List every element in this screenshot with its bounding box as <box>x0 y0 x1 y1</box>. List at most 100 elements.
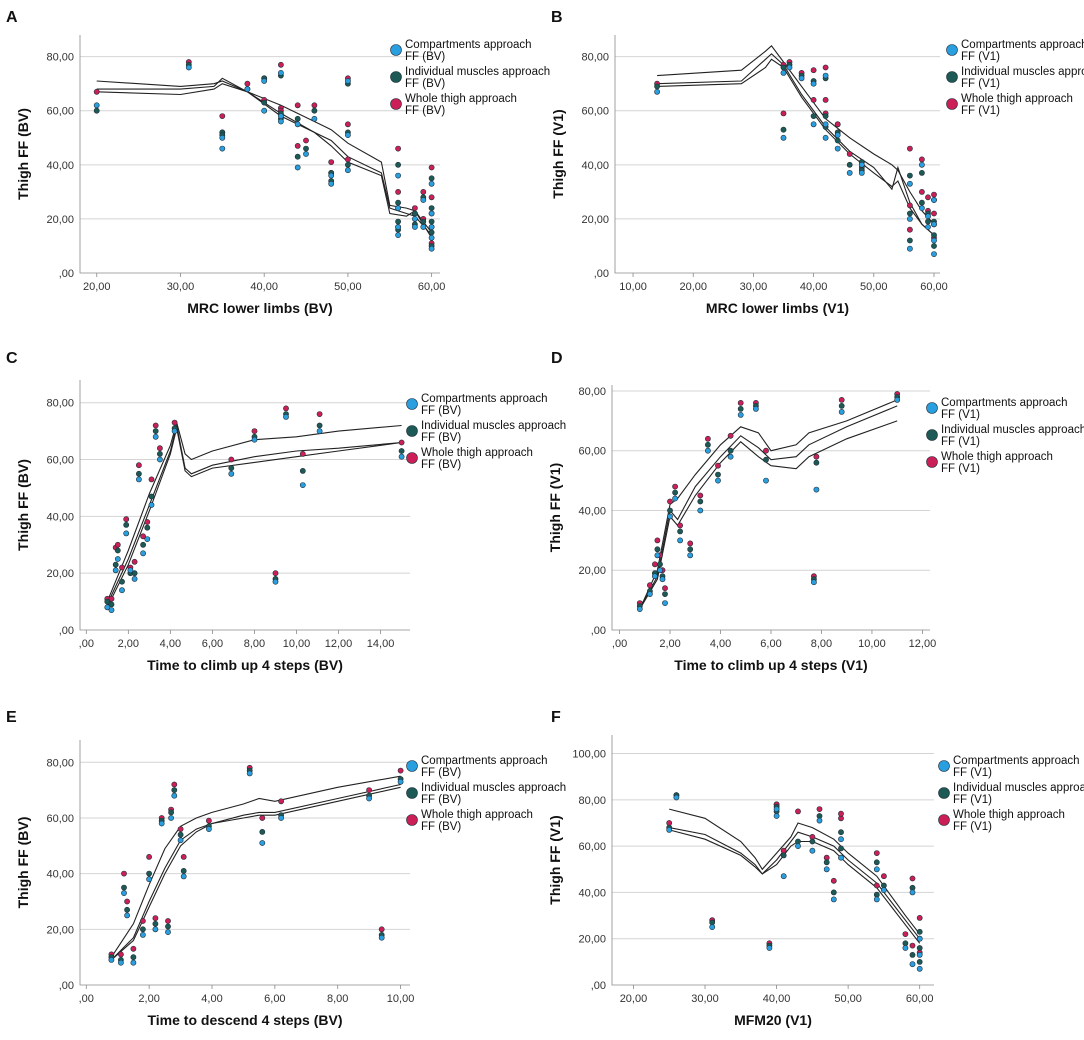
x-tick-label: ,00 <box>79 993 94 1005</box>
legend-marker <box>406 425 418 437</box>
data-point-whole-thigh <box>795 808 801 815</box>
y-tick-label: ,00 <box>591 625 606 637</box>
data-point-compartments <box>667 513 673 520</box>
data-point-whole-thigh <box>311 102 318 109</box>
legend-label: Compartments approach FF (BV) <box>405 39 532 63</box>
data-point-compartments <box>411 215 418 222</box>
data-point-compartments <box>428 245 435 252</box>
legend-marker <box>938 787 950 799</box>
legend: Compartments approach FF (BV) Individual m… <box>390 39 550 117</box>
data-point-compartments <box>846 169 853 176</box>
data-point-compartments <box>931 197 937 203</box>
y-tick-label: 60,00 <box>46 455 74 467</box>
data-point-individual-muscles <box>123 522 130 528</box>
data-point-individual-muscles <box>822 113 829 119</box>
y-tick-label: 60,00 <box>581 106 609 118</box>
data-point-individual-muscles <box>259 829 266 835</box>
y-tick-label: ,00 <box>594 268 609 280</box>
data-point-compartments <box>838 408 845 415</box>
data-point-individual-muscles <box>121 884 127 891</box>
data-point-whole-thigh <box>925 194 931 201</box>
data-point-compartments <box>766 945 773 951</box>
data-point-compartments <box>822 134 829 141</box>
y-tick-label: 60,00 <box>46 106 74 118</box>
data-point-compartments <box>123 530 130 537</box>
x-tick-label: 40,00 <box>250 281 278 293</box>
x-tick-label: 10,00 <box>387 993 415 1005</box>
data-point-compartments <box>881 887 887 893</box>
data-point-individual-muscles <box>925 218 931 225</box>
x-tick-label: 10,00 <box>619 281 647 293</box>
y-tick-label: 60,00 <box>578 841 606 853</box>
data-point-compartments <box>822 72 829 79</box>
data-point-whole-thigh <box>118 951 124 958</box>
x-axis-title: MRC lower limbs (BV) <box>187 300 332 316</box>
data-point-individual-muscles <box>395 199 401 206</box>
data-point-individual-muscles <box>168 809 174 816</box>
data-point-whole-thigh <box>165 918 171 924</box>
data-point-individual-muscles <box>395 218 401 225</box>
x-tick-label: 2,00 <box>118 638 139 650</box>
data-point-compartments <box>816 817 823 824</box>
data-point-compartments <box>144 536 151 542</box>
data-point-individual-muscles <box>654 83 660 90</box>
y-axis-title: Thigh FF (BV) <box>15 108 31 200</box>
y-axis-title: Thigh FF (BV) <box>15 817 31 909</box>
data-point-compartments <box>378 934 385 941</box>
data-point-whole-thigh <box>916 915 923 921</box>
data-point-whole-thigh <box>299 450 306 457</box>
data-point-individual-muscles <box>780 126 787 133</box>
data-point-whole-thigh <box>813 453 820 460</box>
data-point-compartments <box>294 121 301 128</box>
data-point-compartments <box>171 428 178 434</box>
data-point-individual-muscles <box>177 831 184 838</box>
data-point-compartments <box>780 70 787 76</box>
fit-line-2 <box>657 53 935 236</box>
data-point-whole-thigh <box>881 873 887 880</box>
data-point-individual-muscles <box>907 237 913 244</box>
data-point-whole-thigh <box>902 931 909 937</box>
legend: Compartments approach FF (BV) Individual m… <box>406 755 566 833</box>
axis-frame <box>611 735 934 986</box>
data-point-whole-thigh <box>398 439 405 446</box>
y-axis-title: Thigh FF (BV) <box>15 459 31 551</box>
data-point-compartments <box>148 502 155 508</box>
y-tick-label: 80,00 <box>46 52 74 64</box>
data-point-individual-muscles <box>140 541 146 548</box>
data-point-individual-muscles <box>124 906 130 913</box>
data-point-compartments <box>294 164 301 171</box>
data-point-whole-thigh <box>121 870 127 877</box>
data-point-compartments <box>753 405 759 412</box>
data-point-whole-thigh <box>93 88 100 95</box>
data-point-whole-thigh <box>834 121 841 128</box>
data-point-whole-thigh <box>251 428 258 434</box>
data-point-whole-thigh <box>816 806 823 812</box>
data-point-whole-thigh <box>152 422 159 429</box>
legend-label: Whole thigh approach FF (BV) <box>405 93 517 117</box>
y-tick-label: 40,00 <box>46 511 74 523</box>
data-point-whole-thigh <box>763 447 769 454</box>
data-point-whole-thigh <box>344 156 351 163</box>
data-point-compartments <box>366 795 372 802</box>
data-point-whole-thigh <box>283 405 289 412</box>
data-point-compartments <box>303 151 309 157</box>
data-point-compartments <box>316 428 323 434</box>
data-point-compartments <box>919 205 925 211</box>
y-tick-label: 80,00 <box>46 757 74 769</box>
data-point-whole-thigh <box>156 445 163 452</box>
data-point-whole-thigh <box>152 915 159 922</box>
data-point-compartments <box>907 180 913 187</box>
data-point-whole-thigh <box>135 462 142 469</box>
x-tick-label: 50,00 <box>834 993 862 1005</box>
y-tick-label: ,00 <box>591 980 606 992</box>
legend-label: Compartments approach FF (V1) <box>941 397 1068 421</box>
data-point-compartments <box>858 169 865 176</box>
x-axis-title: MFM20 (V1) <box>734 1012 812 1028</box>
data-point-compartments <box>810 80 817 87</box>
data-point-whole-thigh <box>907 202 913 209</box>
y-tick-label: 80,00 <box>578 795 606 807</box>
data-point-individual-muscles <box>180 868 187 874</box>
data-point-whole-thigh <box>344 121 351 128</box>
data-point-individual-muscles <box>916 945 923 951</box>
data-point-compartments <box>135 476 142 483</box>
